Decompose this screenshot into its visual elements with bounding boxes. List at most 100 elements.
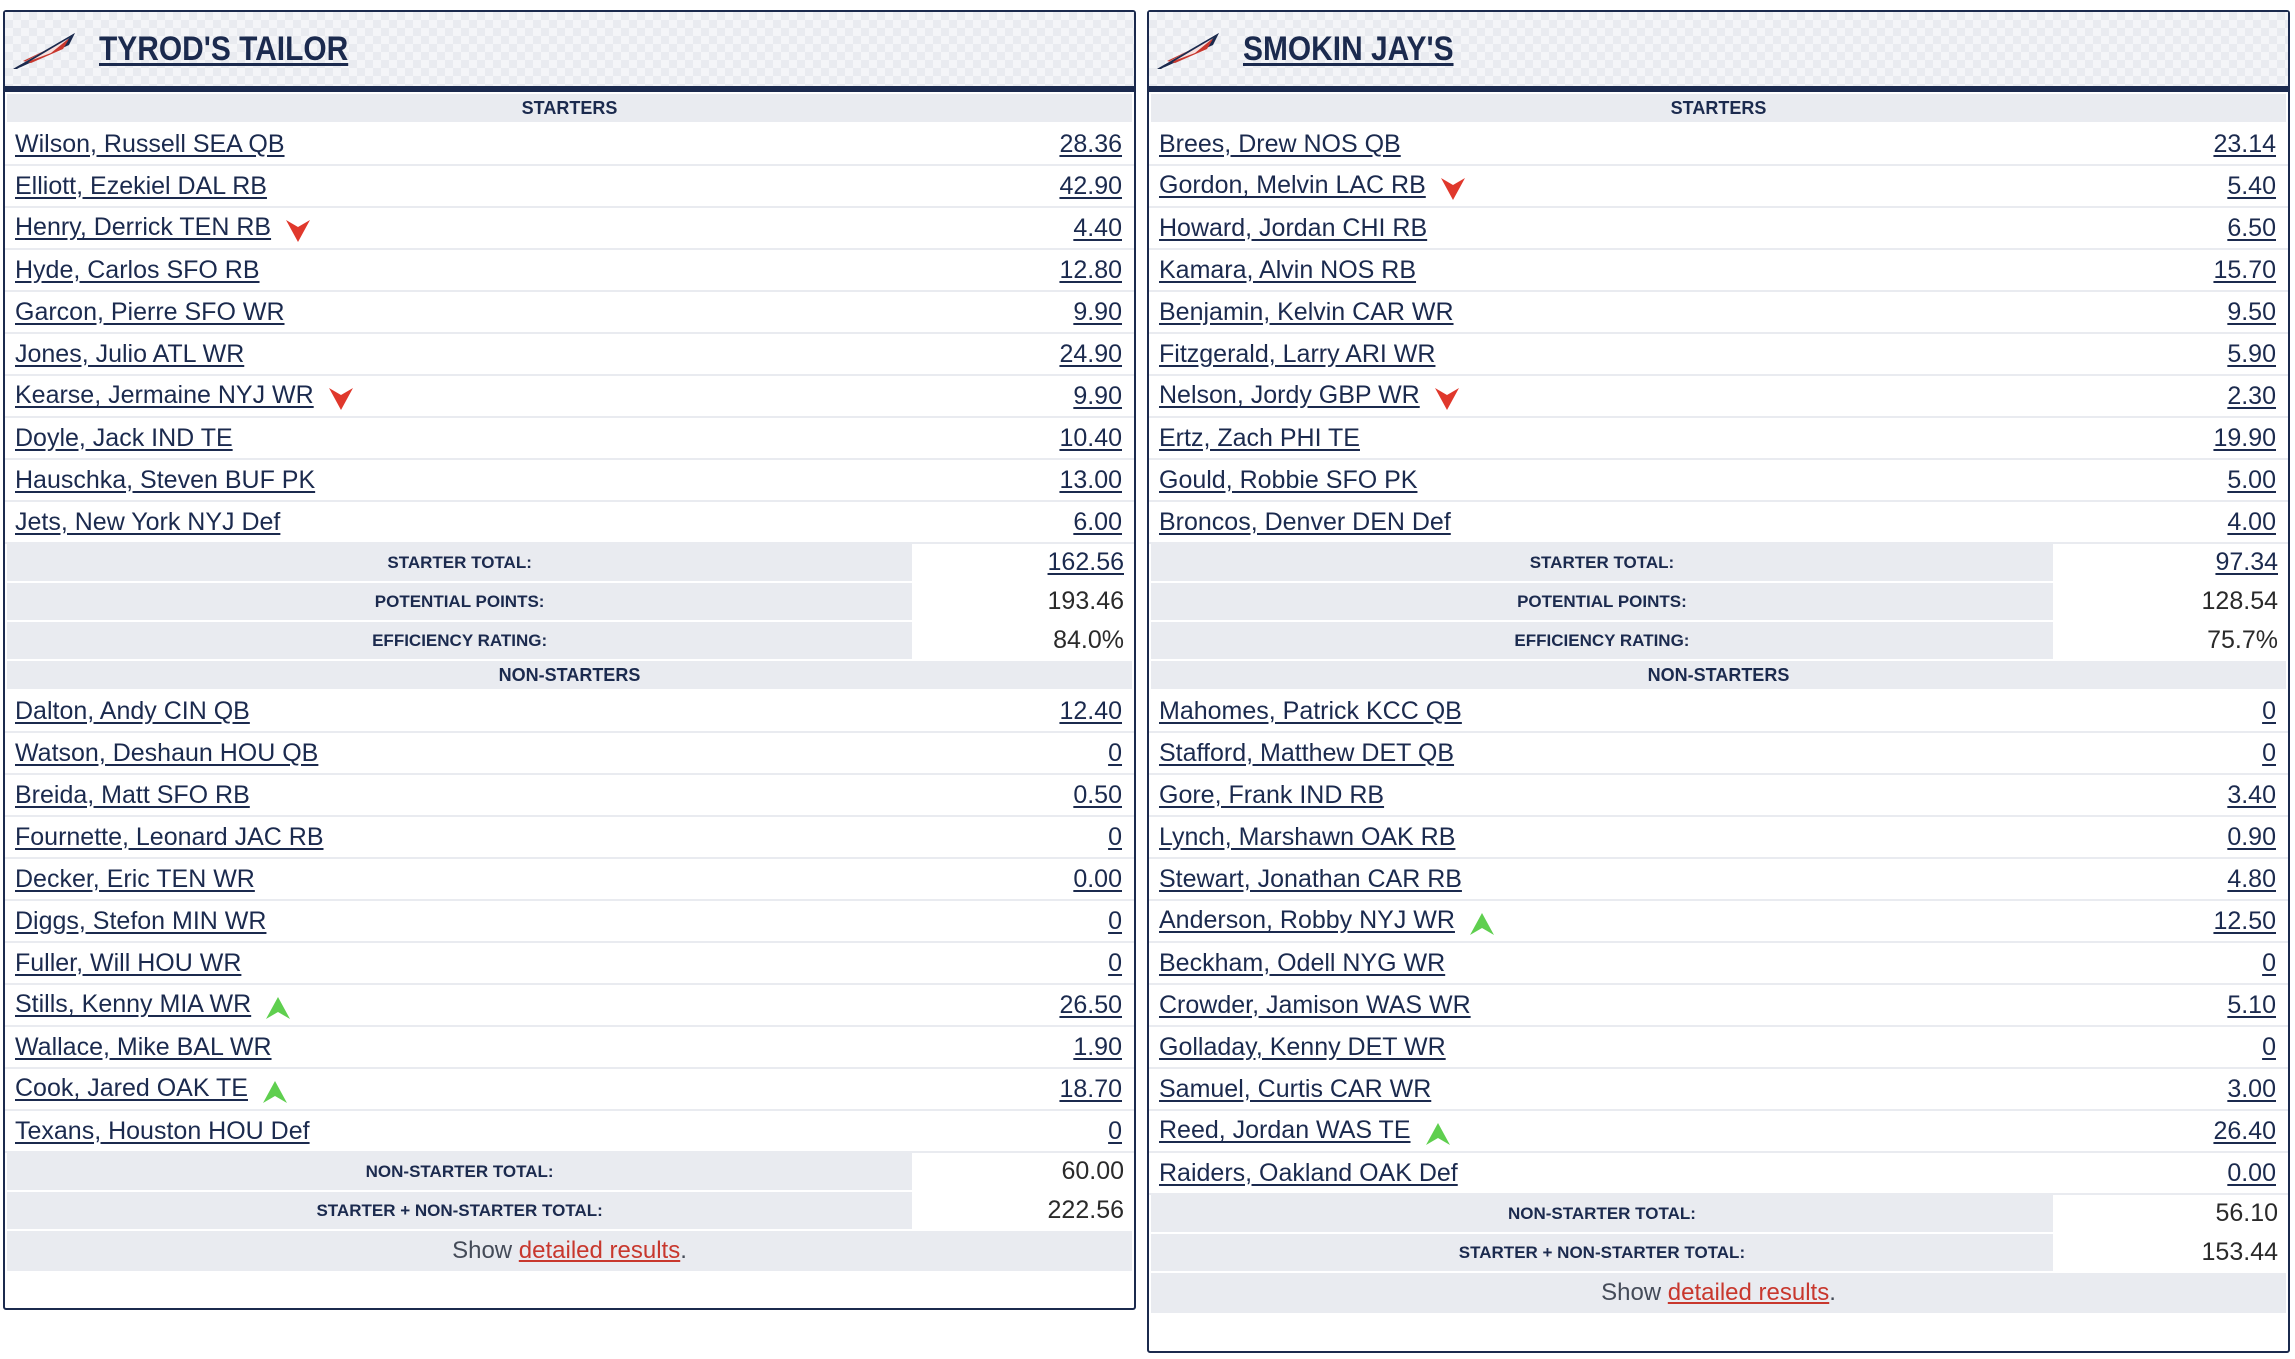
nonstarter-total-row: NON-STARTER TOTAL: 60.00: [4, 1151, 1134, 1192]
team-name-link[interactable]: SMOKIN JAY'S: [1243, 29, 1454, 68]
player-name-link[interactable]: Jets, New York NYJ Def: [15, 507, 281, 536]
player-points-link[interactable]: 42.90: [1059, 171, 1122, 200]
player-name-link[interactable]: Cook, Jared OAK TE: [15, 1074, 248, 1103]
combined-total-value-cell: 222.56: [912, 1190, 1134, 1231]
player-name-link[interactable]: Stafford, Matthew DET QB: [1159, 738, 1455, 767]
player-points-link[interactable]: 0.00: [1073, 864, 1122, 893]
player-name-link[interactable]: Elliott, Ezekiel DAL RB: [15, 171, 267, 200]
player-points-link[interactable]: 4.80: [2227, 864, 2276, 893]
player-name-link[interactable]: Howard, Jordan CHI RB: [1159, 213, 1428, 242]
player-points-link[interactable]: 13.00: [1059, 465, 1122, 494]
player-points-link[interactable]: 9.50: [2227, 297, 2276, 326]
player-points-link[interactable]: 5.90: [2227, 339, 2276, 368]
player-name-link[interactable]: Gore, Frank IND RB: [1159, 780, 1385, 809]
starter-total-value[interactable]: 97.34: [2215, 548, 2278, 576]
combined-total-value: 222.56: [1047, 1196, 1124, 1224]
player-points-link[interactable]: 5.10: [2227, 990, 2276, 1019]
player-name-link[interactable]: Nelson, Jordy GBP WR: [1159, 381, 1420, 410]
player-points-cell: 5.10: [2052, 983, 2289, 1027]
player-name-link[interactable]: Stewart, Jonathan CAR RB: [1159, 864, 1462, 893]
player-name-link[interactable]: Gordon, Melvin LAC RB: [1159, 171, 1426, 200]
player-name-link[interactable]: Garcon, Pierre SFO WR: [15, 297, 285, 326]
player-points-link[interactable]: 12.40: [1059, 696, 1122, 725]
player-name-link[interactable]: Breida, Matt SFO RB: [15, 780, 250, 809]
player-points-link[interactable]: 24.90: [1059, 339, 1122, 368]
player-points-link[interactable]: 10.40: [1059, 423, 1122, 452]
detailed-results-link[interactable]: detailed results: [1667, 1279, 1830, 1306]
player-name-link[interactable]: Brees, Drew NOS QB: [1159, 129, 1401, 158]
player-points-link[interactable]: 26.40: [2213, 1116, 2276, 1145]
player-points-link[interactable]: 9.90: [1073, 381, 1122, 410]
player-name-link[interactable]: Fitzgerald, Larry ARI WR: [1159, 339, 1436, 368]
player-points-link[interactable]: 19.90: [2213, 423, 2276, 452]
player-name-link[interactable]: Diggs, Stefon MIN WR: [15, 906, 267, 935]
player-points-link[interactable]: 3.00: [2227, 1074, 2276, 1103]
player-points-link[interactable]: 9.90: [1073, 297, 1122, 326]
player-points-link[interactable]: 0: [1108, 948, 1122, 977]
player-points-link[interactable]: 0: [1108, 822, 1122, 851]
player-points-link[interactable]: 4.00: [2227, 507, 2276, 536]
player-name-link[interactable]: Hyde, Carlos SFO RB: [15, 255, 260, 284]
player-points-link[interactable]: 0: [2262, 948, 2276, 977]
player-name-link[interactable]: Texans, Houston HOU Def: [15, 1116, 310, 1145]
detailed-results-link[interactable]: detailed results: [518, 1237, 681, 1264]
player-points-link[interactable]: 28.36: [1059, 129, 1122, 158]
player-name-link[interactable]: Ertz, Zach PHI TE: [1159, 423, 1360, 452]
starter-total-value-cell: 162.56: [912, 542, 1134, 583]
team-name-link[interactable]: TYROD'S TAILOR: [99, 29, 349, 68]
player-points-link[interactable]: 0: [1108, 1116, 1122, 1145]
player-points-cell: 28.36: [912, 122, 1134, 166]
player-name-link[interactable]: Benjamin, Kelvin CAR WR: [1159, 297, 1454, 326]
player-name-link[interactable]: Crowder, Jamison WAS WR: [1159, 990, 1471, 1019]
player-name-link[interactable]: Decker, Eric TEN WR: [15, 864, 255, 893]
player-name-link[interactable]: Samuel, Curtis CAR WR: [1159, 1074, 1432, 1103]
player-points-link[interactable]: 18.70: [1059, 1074, 1122, 1103]
player-name-link[interactable]: Stills, Kenny MIA WR: [15, 990, 252, 1019]
player-points-link[interactable]: 0: [2262, 738, 2276, 767]
player-name-link[interactable]: Mahomes, Patrick KCC QB: [1159, 696, 1462, 725]
player-points-link[interactable]: 12.80: [1059, 255, 1122, 284]
player-points-link[interactable]: 1.90: [1073, 1032, 1122, 1061]
player-points-link[interactable]: 12.50: [2213, 906, 2276, 935]
player-points-link[interactable]: 5.40: [2227, 171, 2276, 200]
player-name-link[interactable]: Watson, Deshaun HOU QB: [15, 738, 319, 767]
player-points-link[interactable]: 0.90: [2227, 822, 2276, 851]
player-points-link[interactable]: 3.40: [2227, 780, 2276, 809]
player-name-link[interactable]: Reed, Jordan WAS TE: [1159, 1116, 1411, 1145]
player-points-link[interactable]: 2.30: [2227, 381, 2276, 410]
player-name-link[interactable]: Broncos, Denver DEN Def: [1159, 507, 1451, 536]
player-points-link[interactable]: 5.00: [2227, 465, 2276, 494]
player-name-link[interactable]: Beckham, Odell NYG WR: [1159, 948, 1446, 977]
player-points-link[interactable]: 26.50: [1059, 990, 1122, 1019]
player-name-link[interactable]: Kamara, Alvin NOS RB: [1159, 255, 1417, 284]
player-points-link[interactable]: 23.14: [2213, 129, 2276, 158]
player-name-link[interactable]: Hauschka, Steven BUF PK: [15, 465, 316, 494]
player-name-link[interactable]: Gould, Robbie SFO PK: [1159, 465, 1418, 494]
player-points-link[interactable]: 0.50: [1073, 780, 1122, 809]
player-points-link[interactable]: 6.00: [1073, 507, 1122, 536]
player-name-link[interactable]: Jones, Julio ATL WR: [15, 339, 245, 368]
player-row: Diggs, Stefon MIN WR 0: [4, 899, 1134, 943]
player-name-link[interactable]: Doyle, Jack IND TE: [15, 423, 233, 452]
player-points-link[interactable]: 0.00: [2227, 1158, 2276, 1187]
player-points-link[interactable]: 0: [1108, 906, 1122, 935]
player-name-link[interactable]: Lynch, Marshawn OAK RB: [1159, 822, 1456, 851]
player-points-link[interactable]: 0: [2262, 696, 2276, 725]
player-name-link[interactable]: Henry, Derrick TEN RB: [15, 213, 272, 242]
player-name-link[interactable]: Dalton, Andy CIN QB: [15, 696, 250, 725]
player-points-link[interactable]: 0: [2262, 1032, 2276, 1061]
player-name-link[interactable]: Kearse, Jermaine NYJ WR: [15, 381, 314, 410]
player-name-link[interactable]: Wilson, Russell SEA QB: [15, 129, 285, 158]
player-row: Wallace, Mike BAL WR 1.90: [4, 1025, 1134, 1069]
player-points-link[interactable]: 15.70: [2213, 255, 2276, 284]
player-name-link[interactable]: Fuller, Will HOU WR: [15, 948, 242, 977]
player-points-link[interactable]: 0: [1108, 738, 1122, 767]
player-points-link[interactable]: 6.50: [2227, 213, 2276, 242]
player-points-link[interactable]: 4.40: [1073, 213, 1122, 242]
player-name-link[interactable]: Anderson, Robby NYJ WR: [1159, 906, 1455, 935]
player-name-link[interactable]: Raiders, Oakland OAK Def: [1159, 1158, 1458, 1187]
player-name-link[interactable]: Golladay, Kenny DET WR: [1159, 1032, 1446, 1061]
starter-total-value[interactable]: 162.56: [1047, 548, 1124, 576]
player-name-link[interactable]: Fournette, Leonard JAC RB: [15, 822, 324, 851]
player-name-link[interactable]: Wallace, Mike BAL WR: [15, 1032, 272, 1061]
